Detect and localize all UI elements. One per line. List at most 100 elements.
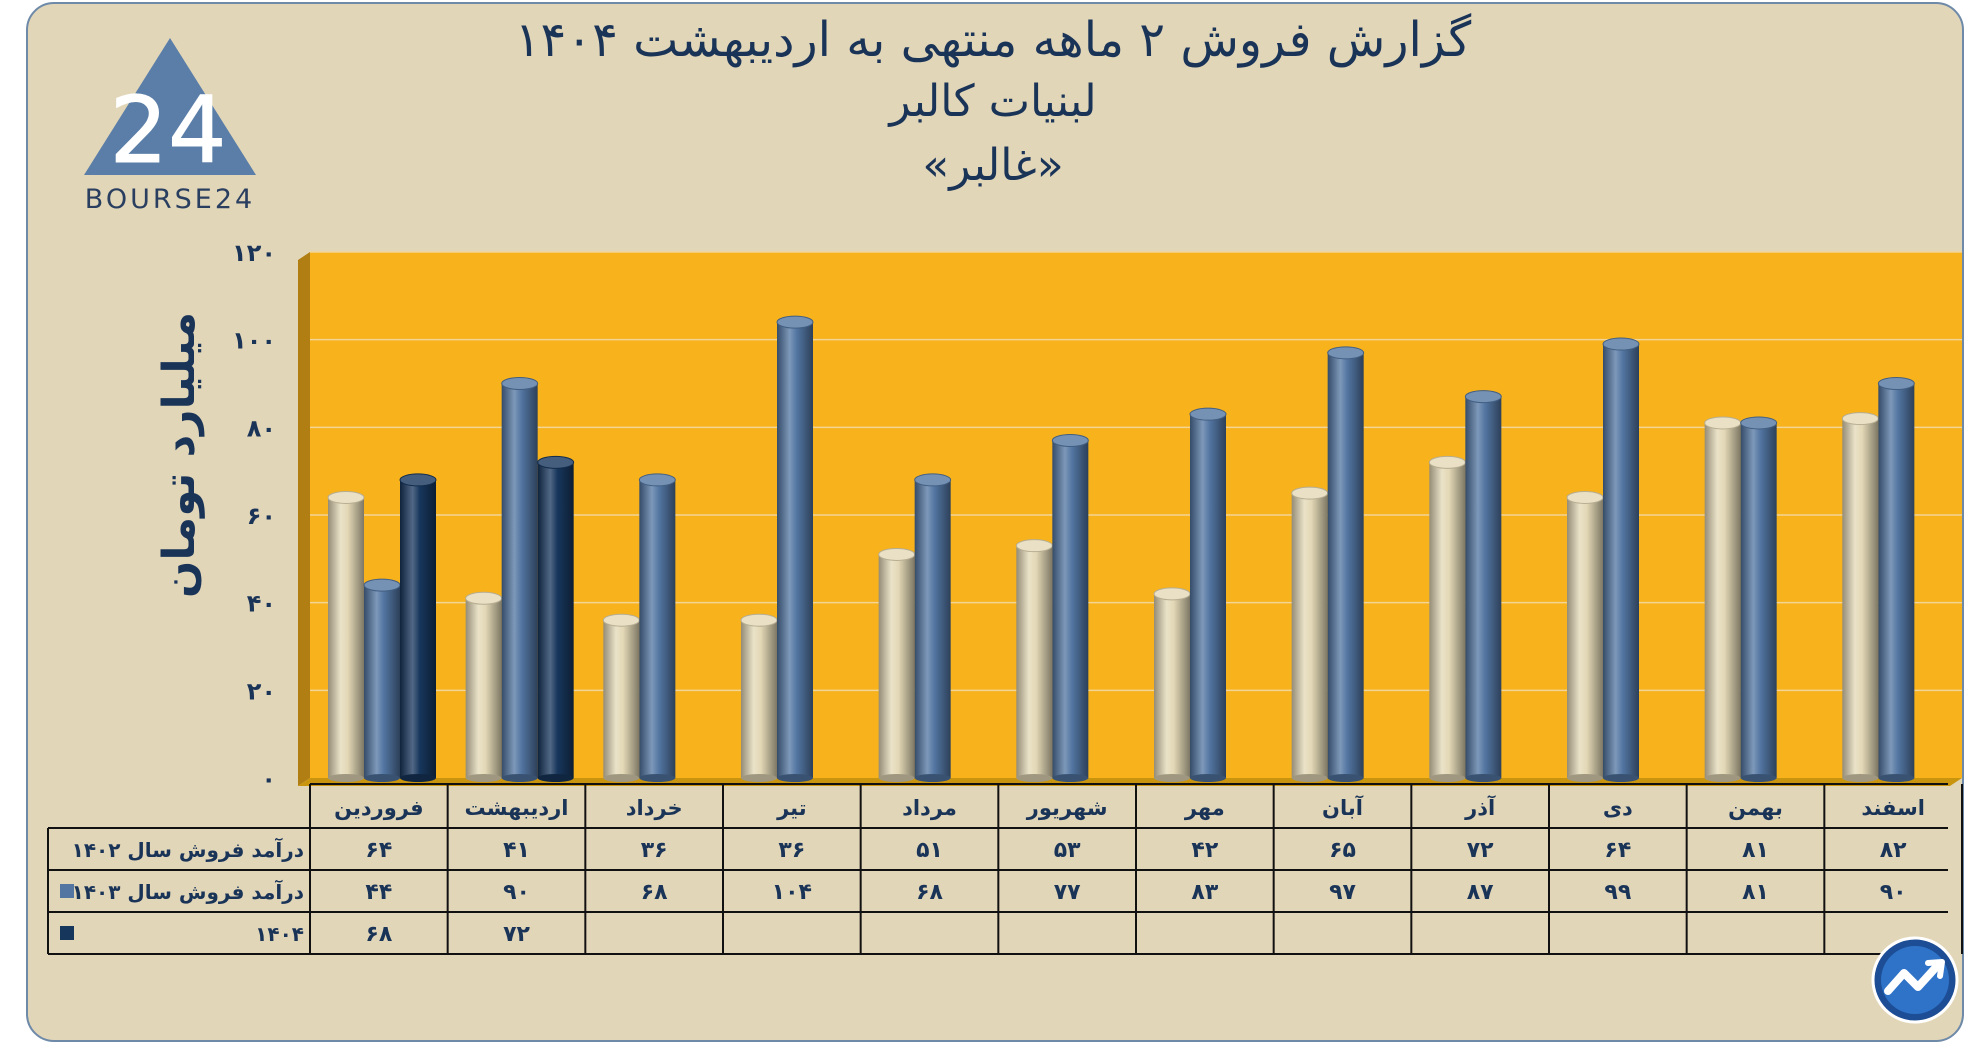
bar-body [1327,352,1364,778]
bar-base [1704,774,1741,782]
bar-body [1429,462,1466,778]
bar-cap [1877,377,1915,390]
bar-cap [1291,486,1329,500]
bar-cap [1602,337,1640,351]
bar-body [1878,383,1915,778]
bar-body [1465,396,1502,778]
bar-body [1016,545,1053,778]
data-label: ۳۶ [641,838,668,863]
bar [363,578,401,782]
bar-base [603,774,640,782]
data-label: ۸۷ [1467,880,1494,905]
bar-base [878,774,915,782]
bar-cap [363,578,401,592]
bar-base [1878,774,1915,782]
plot-side-wall [298,252,310,786]
bar [1189,407,1227,782]
bar [1602,337,1640,782]
bar-cap [602,613,640,627]
bar-cap [501,377,539,390]
bar-cap [1327,346,1365,360]
data-label: ۹۹ [1604,880,1631,905]
y-tick-label: ۶۰ [247,502,276,530]
bar-body [1842,418,1879,778]
bar-cap [1740,416,1778,430]
bar [1327,346,1365,782]
bar [1428,455,1466,782]
bourse24-logo: 24 [84,38,256,185]
company-name: لبنیات کالبر [889,76,1097,127]
data-label: ۴۱ [503,838,530,863]
data-label: ۹۰ [503,880,530,905]
category-label: فروردین [334,796,424,820]
data-label: ۸۳ [1191,880,1218,905]
bar [1464,390,1502,782]
bar-cap [1428,455,1466,469]
category-label: بهمن [1728,796,1783,820]
bar [914,473,952,782]
bar-body [1704,422,1741,778]
bar [501,377,539,782]
data-label: ۶۸ [916,880,943,905]
bar [1291,486,1329,782]
y-tick-label: ۸۰ [247,414,276,442]
bar-base [639,774,676,782]
bar-cap [1566,490,1604,504]
bar-cap [740,613,778,627]
category-label: آبان [1322,795,1364,820]
bar-base [1465,774,1502,782]
bar-cap [638,473,676,487]
bar [1877,377,1915,782]
bar-body [777,322,813,778]
bar-body [328,497,364,778]
data-label: ۵۳ [1054,838,1081,863]
category-label: اردیبهشت [465,796,569,820]
category-label: تیر [776,796,807,820]
bar-base [1190,774,1226,782]
bar-body [1567,497,1603,778]
data-label: ۶۸ [641,880,668,905]
bar-base [537,774,574,782]
bar [1841,412,1879,782]
bar-base [400,774,436,782]
y-tick-label: ۱۲۰ [232,239,276,267]
category-label: دی [1603,796,1633,820]
bar [740,613,778,782]
data-label: ۸۱ [1742,880,1769,905]
bar-base [465,774,502,782]
y-tick-label: ۰ [261,765,276,793]
data-label: ۱۰۴ [772,880,812,905]
bar [399,473,437,782]
data-label: ۴۴ [365,880,392,905]
bar-base [501,774,538,782]
bar-cap [1464,390,1502,404]
bar-body [1190,414,1226,778]
bar-body [501,383,538,778]
bar-base [1052,774,1089,782]
data-label: ۸۲ [1880,838,1907,863]
data-label: ۴۲ [1191,838,1218,863]
bar-base [741,774,777,782]
ticker-symbol: «غالبر» [922,140,1064,191]
data-label: ۶۴ [365,838,392,863]
bar-cap [537,455,575,469]
bar-base [1154,774,1190,782]
data-label: ۳۶ [778,838,805,863]
bar-base [1429,774,1466,782]
bar-cap [1841,412,1879,426]
data-label: ۶۴ [1604,838,1631,863]
bar-cap [1015,539,1053,553]
bar-body [741,620,777,778]
bar [1566,490,1604,782]
bar-cap [914,473,952,487]
bar-body [1052,440,1089,778]
bar-body [1740,422,1777,778]
bar-body [1603,344,1639,778]
bar-cap [1051,433,1089,447]
logo-mark: 24 [109,77,226,184]
legend-swatch [60,926,74,940]
bar-base [1603,774,1639,782]
data-label: ۵۱ [916,838,943,863]
bar-body [1291,493,1328,778]
series-label: ۱۴۰۴ [255,922,304,946]
